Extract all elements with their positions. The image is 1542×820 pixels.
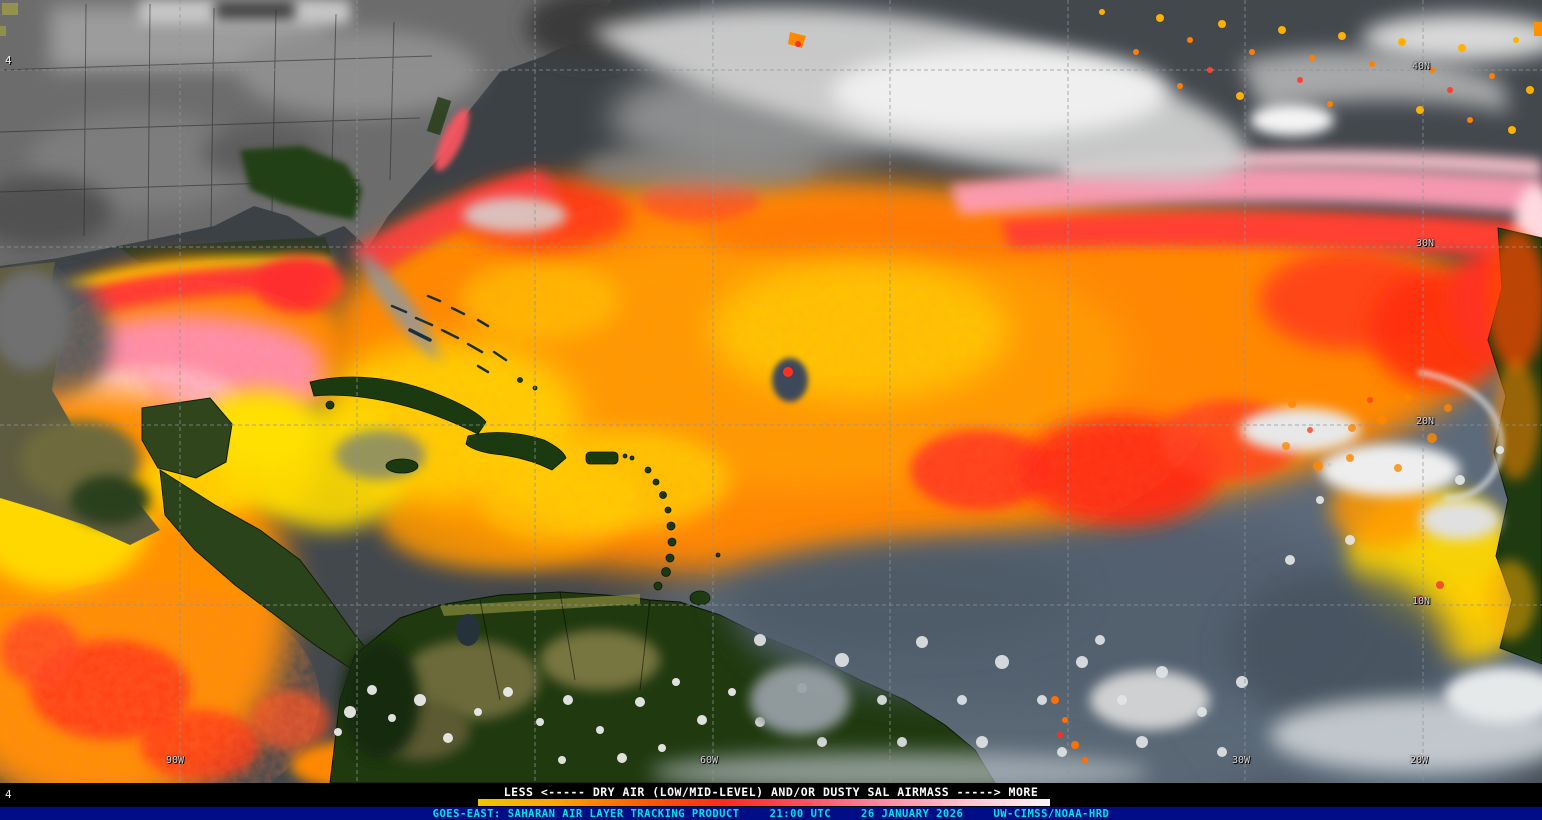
footer-time: 21:00 UTC xyxy=(769,807,832,820)
frame-number-bottom: 4 xyxy=(5,788,12,801)
cloud-band-north xyxy=(580,7,1542,192)
satellite-map: 40N 30N 20N 10N 90W 60W 30W 20W 4 xyxy=(0,0,1542,783)
north-america-land xyxy=(0,0,650,266)
africa-land xyxy=(1484,227,1542,665)
lat-label-30n: 30N xyxy=(1416,238,1435,249)
lat-label-20n: 20N xyxy=(1416,416,1435,427)
colorbar xyxy=(478,799,1050,806)
footer-title: GOES-EAST: SAHARAN AIR LAYER TRACKING PR… xyxy=(432,807,740,820)
south-america-clouds xyxy=(334,665,850,764)
lon-label-90w: 90W xyxy=(166,755,185,766)
graticule xyxy=(0,0,1542,783)
footer-bar: GOES-EAST: SAHARAN AIR LAYER TRACKING PR… xyxy=(0,807,1542,820)
bahamas-chain xyxy=(390,294,508,374)
sal-speckles-east xyxy=(1257,367,1452,472)
footer-credit: UW-CIMSS/NOAA-HRD xyxy=(993,807,1110,820)
satellite-scene xyxy=(0,0,1542,783)
caribbean-islands xyxy=(309,376,721,606)
lat-label-10n: 10N xyxy=(1412,596,1431,607)
legend-bar: 4 LESS <----- DRY AIR (LOW/MID-LEVEL) AN… xyxy=(0,783,1542,807)
legend-label: LESS <----- DRY AIR (LOW/MID-LEVEL) AND/… xyxy=(503,785,1039,799)
plume-dark-spot xyxy=(772,358,808,402)
frame-number-top: 4 xyxy=(5,54,12,67)
lon-label-30w: 30W xyxy=(1232,755,1251,766)
footer-date: 26 JANUARY 2026 xyxy=(861,807,964,820)
lon-label-60w: 60W xyxy=(700,755,719,766)
lon-label-20w: 20W xyxy=(1410,755,1429,766)
lat-label-40n: 40N xyxy=(1412,61,1431,72)
east-atlantic-clouds xyxy=(1240,367,1542,773)
